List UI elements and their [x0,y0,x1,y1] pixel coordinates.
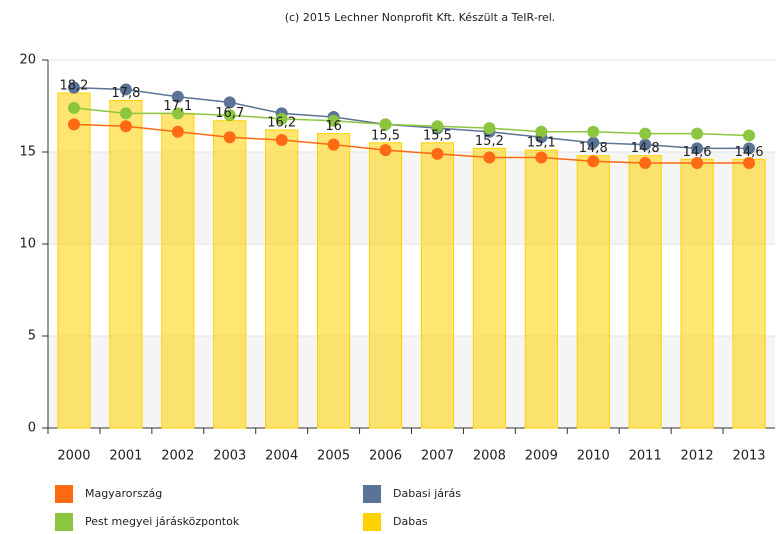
data-label: 16 [325,119,342,134]
line-point [587,136,600,149]
line-point [431,120,444,133]
bar [213,120,247,429]
line-point [275,134,288,147]
x-tick-label: 2003 [213,449,246,464]
data-label: 15,1 [527,136,556,151]
x-tick-label: 2006 [369,449,402,464]
data-label: 17,1 [163,99,192,114]
data-label: 14,6 [735,145,764,160]
x-tick-label: 2009 [525,449,558,464]
data-label: 14,8 [579,141,608,156]
line-point [119,120,132,133]
x-tick-label: 2000 [57,449,90,464]
x-tick-label: 2013 [732,449,765,464]
line-point [223,131,236,144]
line-point [691,157,704,170]
line-point [691,142,704,155]
line-point [535,151,548,164]
line-point [639,157,652,170]
line-point [535,125,548,138]
data-label: 14,6 [683,145,712,160]
data-label: 15,2 [475,134,504,149]
bar [732,158,766,429]
y-tick-label: 15 [19,145,36,160]
line-point [587,155,600,168]
line-series [73,86,750,150]
data-label: 17,8 [111,86,140,101]
line-point [379,144,392,157]
bar [576,155,610,429]
bar [57,92,91,429]
y-tick-label: 10 [19,237,36,252]
line-point [171,90,184,103]
line-point [67,101,80,114]
legend-label: Pest megyei járásközpontok [85,515,240,528]
line-point [119,83,132,96]
bar [109,99,143,429]
line-point [223,96,236,109]
line-point [327,138,340,151]
line-point [743,142,756,155]
y-tick-label: 5 [28,329,36,344]
bar [680,158,714,429]
data-label: 14,8 [631,141,660,156]
x-tick-label: 2011 [629,449,662,464]
line-point [67,81,80,94]
x-tick-label: 2002 [161,449,194,464]
x-tick-label: 2005 [317,449,350,464]
legend-label: Magyarország [85,487,162,500]
bar [420,142,455,429]
line-point [743,157,756,170]
bar [628,155,662,429]
data-label: 15,5 [423,128,452,143]
line-point [587,125,600,138]
bar [524,149,558,429]
line-point [119,107,132,120]
bar [161,112,195,429]
line-point [379,118,392,131]
line-point [67,118,80,131]
legend-swatch [55,513,73,531]
data-label: 16,7 [215,106,244,121]
plot-band [48,152,775,244]
bar [368,142,403,429]
line-point [431,147,444,160]
x-tick-label: 2001 [109,449,142,464]
bar [265,129,299,429]
y-tick-label: 20 [19,53,36,68]
legend-label: Dabasi járás [393,487,461,500]
line-point [639,138,652,151]
legend-label: Dabas [393,515,428,528]
line-point [223,109,236,122]
line-point [171,107,184,120]
x-tick-label: 2010 [577,449,610,464]
line-point [483,122,496,135]
plot-band [48,336,775,428]
x-tick-label: 2012 [681,449,714,464]
x-tick-label: 2008 [473,449,506,464]
data-label: 15,5 [371,128,400,143]
line-point [483,151,496,164]
chart-subtitle: (c) 2015 Lechner Nonprofit Kft. Készült … [285,11,556,24]
line-point [691,127,704,140]
line-point [171,125,184,138]
legend-swatch [55,485,73,503]
x-tick-label: 2007 [421,449,454,464]
legend-swatch [363,485,381,503]
x-tick-label: 2004 [265,449,298,464]
line-series [73,107,750,137]
line-point [639,127,652,140]
bar [317,133,351,429]
legend-swatch [363,513,381,531]
line-series [73,123,750,164]
y-tick-label: 0 [28,421,36,436]
line-point [275,112,288,125]
bar [472,147,506,429]
line-point [743,129,756,142]
data-label: 18,2 [59,79,88,94]
line-point [327,114,340,127]
data-label: 16,2 [267,115,296,130]
